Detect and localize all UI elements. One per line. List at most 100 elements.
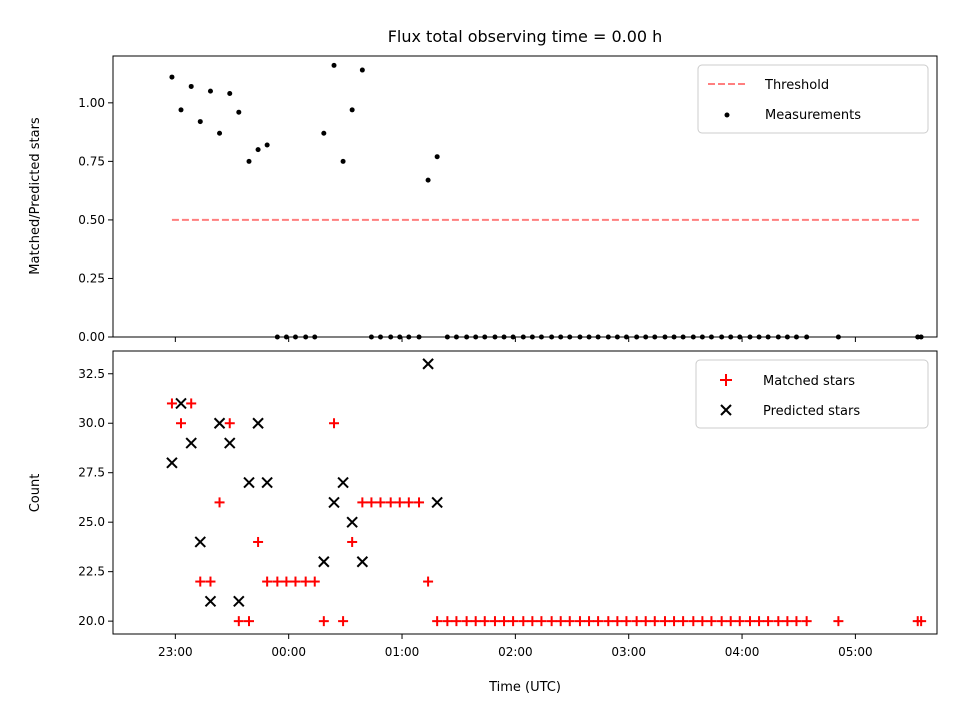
matched-star-point <box>791 616 802 627</box>
matched-star-point <box>603 616 614 627</box>
x-axis-label: Time (UTC) <box>488 680 561 695</box>
matched-star-point <box>442 616 453 627</box>
top-y-tick-label: 0.00 <box>78 330 105 344</box>
matched-star-point <box>621 616 632 627</box>
measurement-point <box>321 130 327 136</box>
predicted-star-point <box>422 358 434 370</box>
matched-star-point <box>338 616 349 627</box>
matched-star-point <box>195 576 206 587</box>
matched-star-point <box>659 616 670 627</box>
bottom-y-tick-label: 25.0 <box>78 515 105 529</box>
legend-threshold-label: Threshold <box>764 78 829 93</box>
predicted-star-point <box>252 417 264 429</box>
matched-star-point <box>499 616 510 627</box>
measurement-point <box>349 107 355 113</box>
matched-star-point <box>649 616 660 627</box>
matched-star-point <box>186 398 197 409</box>
matched-star-point <box>394 497 405 508</box>
measurement-point <box>169 74 175 80</box>
x-tick-label: 23:00 <box>158 645 193 659</box>
matched-star-point <box>214 497 225 508</box>
matched-star-point <box>357 497 368 508</box>
matched-star-point <box>754 616 765 627</box>
legend-measurements-label: Measurements <box>765 108 861 123</box>
measurement-point <box>340 158 346 164</box>
top-y-tick-label: 0.25 <box>78 271 105 285</box>
bottom-y-axis-label: Count <box>28 474 43 513</box>
bottom-plot-marks <box>166 358 927 627</box>
predicted-star-point <box>185 437 197 449</box>
matched-star-point <box>744 616 755 627</box>
predicted-star-point <box>213 417 226 429</box>
predicted-star-point <box>194 536 206 548</box>
predicted-star-point <box>204 595 217 608</box>
matched-star-point <box>166 398 177 409</box>
measurement-point <box>227 90 233 96</box>
matched-star-point <box>272 576 283 587</box>
predicted-star-point <box>356 556 369 568</box>
matched-star-point <box>489 616 500 627</box>
legend-predicted-label: Predicted stars <box>763 404 860 419</box>
matched-star-point <box>584 616 595 627</box>
matched-star-point <box>555 616 566 627</box>
matched-star-point <box>688 616 699 627</box>
measurement-point <box>236 109 242 115</box>
matched-star-point <box>244 616 255 627</box>
measurement-point <box>207 88 213 94</box>
matched-star-point <box>253 536 264 547</box>
matched-star-point <box>329 418 340 429</box>
top-y-axis-label: Matched/Predicted stars <box>28 117 43 275</box>
top-y-tick-label: 1.00 <box>78 96 105 110</box>
matched-star-point <box>318 616 329 627</box>
bottom-y-tick-label: 22.5 <box>78 565 105 579</box>
predicted-star-point <box>233 595 245 608</box>
bottom-y-tick-label: 30.0 <box>78 416 105 430</box>
measurement-point <box>425 177 431 183</box>
predicted-star-point <box>175 397 187 410</box>
matched-star-point <box>300 576 311 587</box>
measurement-point <box>331 62 337 68</box>
matched-star-point <box>706 616 717 627</box>
matched-star-point <box>403 497 414 508</box>
matched-star-point <box>801 616 812 627</box>
matched-star-point <box>669 616 680 627</box>
matched-star-point <box>782 616 793 627</box>
matched-star-point <box>697 616 708 627</box>
matched-star-point <box>508 616 519 627</box>
matched-star-point <box>461 616 472 627</box>
top-axis-ticks: 0.00 0.25 0.50 0.75 1.00 <box>78 96 856 344</box>
matched-star-point <box>564 616 575 627</box>
matched-star-point <box>385 497 396 508</box>
bottom-y-tick-label: 20.0 <box>78 614 105 628</box>
matched-star-point <box>414 497 425 508</box>
legend-matched-label: Matched stars <box>763 374 855 389</box>
measurement-point <box>359 67 365 73</box>
matched-star-point <box>451 616 462 627</box>
matched-star-point <box>176 418 187 429</box>
matched-star-point <box>773 616 784 627</box>
measurement-point <box>217 130 223 136</box>
predicted-star-point <box>346 516 358 528</box>
x-tick-label: 01:00 <box>385 645 420 659</box>
matched-star-point <box>290 576 301 587</box>
top-y-tick-label: 0.75 <box>78 154 105 168</box>
predicted-star-point <box>166 457 178 469</box>
matched-star-point <box>347 536 358 547</box>
matched-star-point <box>593 616 604 627</box>
matched-star-point <box>479 616 490 627</box>
legend-matched-swatch <box>720 374 732 386</box>
matched-star-point <box>536 616 547 627</box>
predicted-star-point <box>431 496 443 509</box>
measurement-point <box>197 119 203 125</box>
matched-star-point <box>763 616 774 627</box>
bottom-axis-ticks: 20.0 22.5 25.0 27.5 30.0 32.5 23:00 00:00 01:00 0… <box>78 367 872 659</box>
matched-star-point <box>678 616 689 627</box>
x-tick-label: 00:00 <box>271 645 306 659</box>
matched-star-point <box>716 616 727 627</box>
measurement-point <box>255 147 261 153</box>
x-tick-label: 02:00 <box>498 645 533 659</box>
matched-star-point <box>233 616 244 627</box>
measurement-point <box>434 154 440 160</box>
matched-star-point <box>423 576 434 587</box>
